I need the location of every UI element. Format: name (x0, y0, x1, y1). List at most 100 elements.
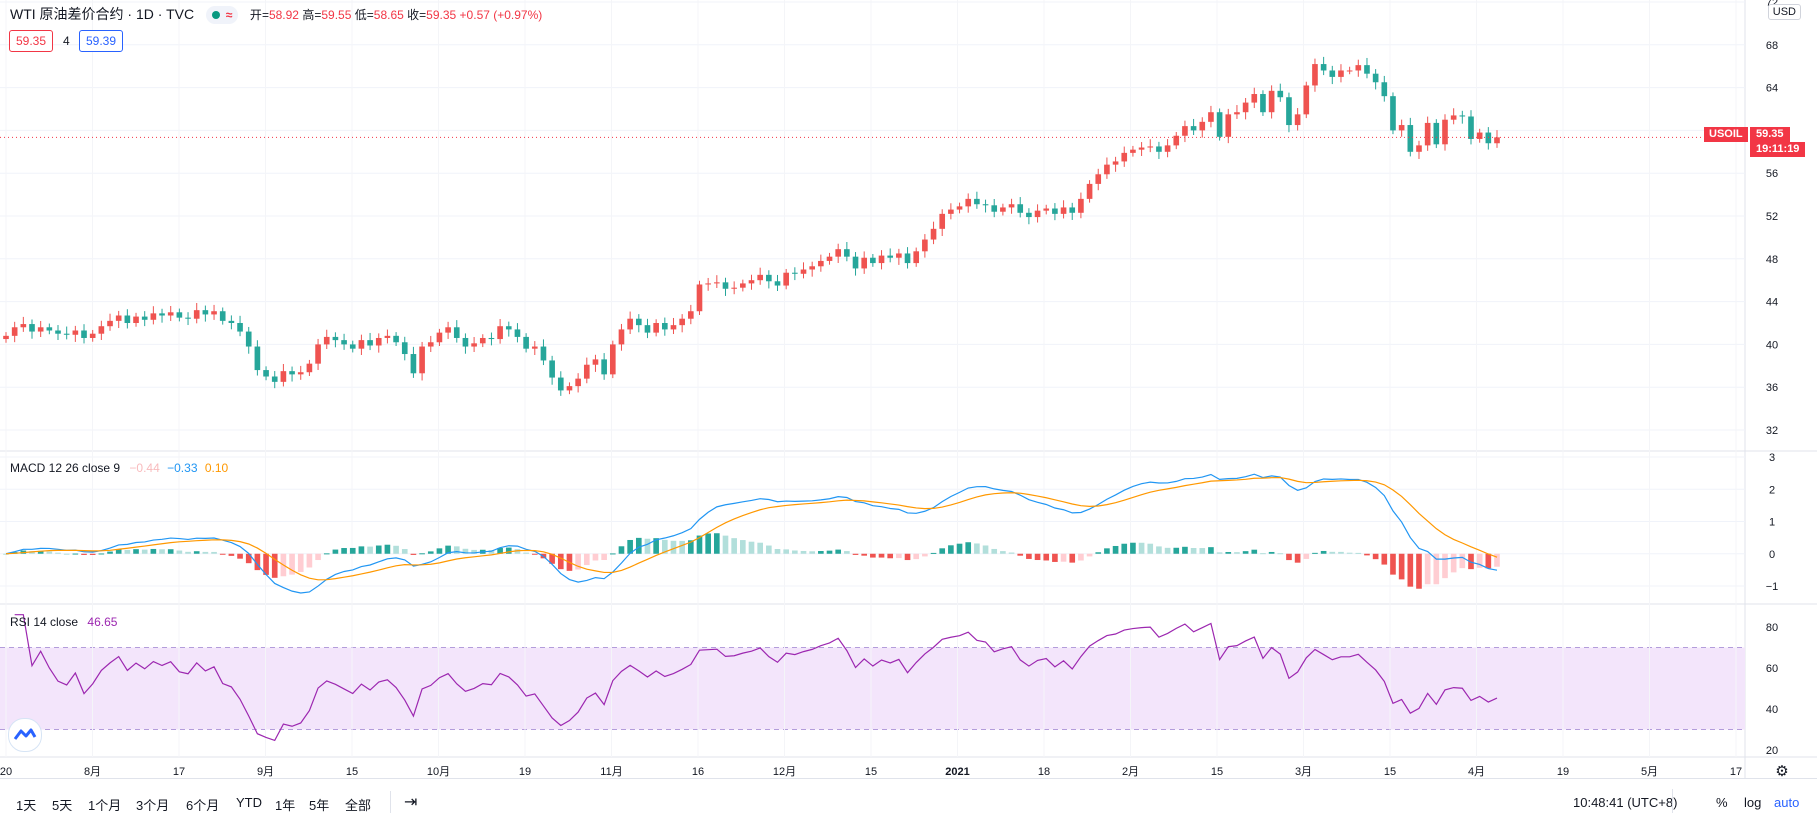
goto-date-icon[interactable]: ⇥ (404, 794, 418, 811)
open-label: 开 (249, 8, 262, 22)
candle-body (835, 249, 842, 257)
candle-body (1338, 70, 1344, 77)
macd-signal-value: 0.10 (204, 461, 229, 475)
macd-histogram-bar (98, 553, 105, 555)
currency-badge[interactable]: USD (1767, 4, 1801, 20)
rsi-title: RSI 14 close (10, 615, 79, 629)
candle-body (939, 213, 946, 229)
ask-button[interactable]: 59.39 (79, 30, 124, 52)
macd-histogram-bar (878, 553, 885, 558)
macd-histogram-bar (1008, 552, 1015, 554)
candle-body (159, 313, 165, 316)
candle-body (46, 327, 53, 331)
macd-legend[interactable]: MACD 12 26 close 9 −0.44 −0.33 0.10 (10, 461, 228, 475)
macd-histogram-bar (185, 551, 191, 554)
candle-body (107, 320, 113, 327)
macd-histogram-bar (462, 548, 469, 554)
log-scale-toggle[interactable]: log (1744, 795, 1762, 810)
macd-tick-label: 2 (1769, 484, 1775, 496)
time-tick-label: 17 (1730, 766, 1742, 778)
candle-body (1052, 208, 1058, 214)
candle-body (870, 257, 876, 264)
range-1m[interactable]: 1个月 (88, 798, 122, 813)
macd-histogram-bar (887, 553, 894, 559)
settings-icon[interactable]: ⚙ (1775, 763, 1788, 780)
macd-histogram-bar (1000, 551, 1006, 554)
close-value: 59.35 (426, 8, 457, 22)
change-value: +0.57 (+0.97%) (459, 8, 543, 22)
macd-histogram-bar (1303, 553, 1310, 559)
candle-body (670, 325, 677, 330)
macd-histogram-bar (826, 550, 833, 554)
candle-body (419, 346, 425, 374)
candle-body (37, 327, 44, 332)
range-1d[interactable]: 1天 (16, 798, 37, 813)
candle-body (280, 371, 287, 382)
macd-histogram-bar (219, 553, 226, 555)
candle-body (818, 260, 824, 267)
range-3m[interactable]: 3个月 (136, 798, 170, 813)
candle-body (878, 255, 885, 264)
candle-body (1390, 96, 1396, 131)
macd-histogram-bar (1450, 553, 1457, 573)
candle-body (1260, 94, 1266, 113)
macd-histogram-bar (575, 553, 581, 570)
range-6m[interactable]: 6个月 (186, 798, 220, 813)
market-status-pill[interactable]: ≈ (205, 6, 239, 24)
macd-histogram-bar (115, 549, 122, 554)
candle-body (306, 363, 313, 373)
time-tick-label: 5月 (1641, 766, 1658, 778)
candle-body (1164, 145, 1171, 152)
macd-histogram-bar (896, 553, 902, 559)
macd-histogram-bar (1216, 552, 1223, 554)
candle-body (930, 228, 937, 240)
macd-histogram-bar (1424, 553, 1431, 585)
tradingview-logo[interactable] (8, 718, 42, 752)
bid-button[interactable]: 59.35 (9, 30, 54, 52)
price-tick-label: 36 (1766, 382, 1778, 394)
rsi-legend[interactable]: RSI 14 close 46.65 (10, 615, 117, 629)
candle-body (1476, 132, 1483, 139)
macd-histogram-bar (774, 549, 781, 554)
time-tick-label: 19 (1557, 766, 1569, 778)
macd-histogram-bar (1286, 553, 1292, 561)
macd-histogram-bar (349, 547, 356, 554)
candle-body (1190, 126, 1197, 131)
range-ytd[interactable]: YTD (236, 795, 262, 810)
candle-body (1086, 183, 1093, 199)
macd-histogram-bar (1312, 552, 1318, 554)
percent-scale-toggle[interactable]: % (1716, 795, 1728, 810)
auto-scale-toggle[interactable]: auto (1774, 795, 1800, 810)
candle-body (401, 342, 408, 355)
macd-histogram-bar (341, 548, 347, 554)
macd-histogram-bar (1320, 550, 1327, 554)
candle-body (956, 206, 963, 210)
macd-histogram-bar (332, 549, 339, 554)
range-5d[interactable]: 5天 (52, 798, 73, 813)
macd-histogram-bar (1121, 543, 1128, 554)
time-tick-label: 2月 (1122, 766, 1139, 778)
rsi-value: 46.65 (87, 615, 118, 629)
candle-body (1225, 114, 1232, 137)
candle-body (289, 371, 295, 375)
candle-body (635, 318, 642, 326)
range-1y[interactable]: 1年 (275, 798, 296, 813)
macd-histogram-bar (488, 550, 495, 554)
macd-histogram-bar (1078, 553, 1084, 561)
symbol-title[interactable]: WTI 原油差价合约 · 1D · TVC (10, 6, 195, 22)
candle-body (1346, 70, 1353, 72)
macd-histogram-bar (1190, 548, 1197, 554)
macd-tick-label: 0 (1769, 549, 1775, 561)
candle-body (436, 332, 443, 343)
candle-body (766, 274, 772, 282)
macd-histogram-bar (1346, 552, 1353, 554)
candle-body (1424, 122, 1431, 146)
range-all[interactable]: 全部 (345, 798, 372, 813)
price-tick-label: 48 (1766, 254, 1778, 266)
candle-body (211, 311, 217, 315)
candle-body (89, 333, 96, 338)
range-5y[interactable]: 5年 (309, 798, 330, 813)
macd-histogram-bar (991, 548, 998, 554)
clock-time[interactable]: 10:48:41 (UTC+8) (1573, 795, 1678, 810)
